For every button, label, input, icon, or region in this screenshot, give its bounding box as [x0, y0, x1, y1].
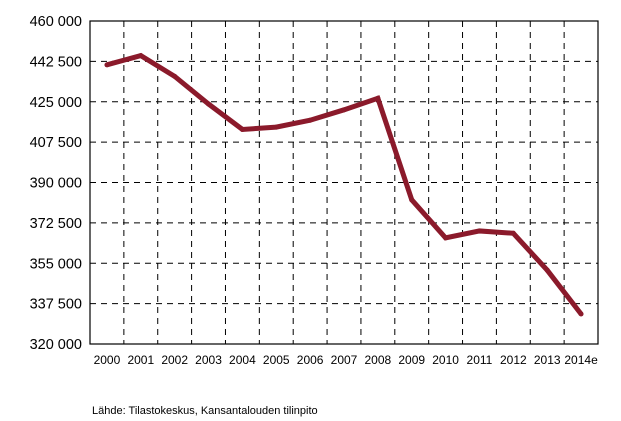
data-point — [544, 267, 550, 273]
data-point — [510, 230, 516, 236]
data-point — [578, 311, 584, 317]
y-tick-label: 442 500 — [30, 54, 82, 70]
series-line — [106, 52, 584, 316]
data-point — [409, 197, 415, 203]
y-tick-label: 425 000 — [30, 95, 82, 111]
y-tick-label: 390 000 — [30, 176, 82, 192]
x-tick-label: 2011 — [467, 353, 493, 367]
x-tick-label: 2004 — [229, 353, 256, 367]
data-point — [443, 235, 449, 241]
y-tick-label: 320 000 — [30, 337, 82, 353]
y-axis: 320 000 337 500 355 000 372 500 390 000 407 5… — [30, 14, 82, 353]
y-tick-label: 407 500 — [30, 135, 82, 151]
x-tick-label: 2002 — [161, 353, 188, 367]
y-tick-label: 355 000 — [30, 256, 82, 272]
x-tick-label: 2003 — [195, 353, 222, 367]
x-tick-label: 2010 — [432, 353, 459, 367]
y-tick-label: 372 500 — [30, 216, 82, 232]
x-tick-label: 2001 — [127, 353, 154, 367]
x-axis: 2000 2001 2002 2003 2004 2005 2006 2007 2008 2009… — [94, 353, 598, 367]
data-point — [239, 126, 245, 132]
source-note: Lähde: Tilastokeskus, Kansantalouden til… — [92, 405, 318, 417]
x-tick-label: 2013 — [534, 353, 561, 367]
data-point — [476, 228, 482, 234]
grid-lines — [90, 21, 598, 344]
x-tick-label: 2014e — [564, 353, 598, 367]
data-point — [273, 124, 279, 130]
data-point — [341, 107, 347, 113]
x-tick-label: 2000 — [94, 353, 121, 367]
data-point — [206, 101, 212, 107]
x-tick-label: 2007 — [331, 353, 358, 367]
data-point — [138, 53, 144, 59]
data-point — [307, 117, 313, 123]
x-tick-label: 2008 — [365, 353, 392, 367]
x-tick-label: 2006 — [297, 353, 324, 367]
x-tick-label: 2005 — [263, 353, 290, 367]
y-tick-label: 337 500 — [30, 297, 82, 313]
y-tick-label: 460 000 — [30, 14, 82, 30]
x-tick-label: 2012 — [500, 353, 527, 367]
data-point — [172, 73, 178, 79]
data-point — [375, 95, 381, 101]
x-tick-label: 2009 — [398, 353, 425, 367]
series-layer — [104, 52, 584, 317]
data-point — [104, 62, 110, 68]
plot-area-border — [89, 20, 599, 345]
